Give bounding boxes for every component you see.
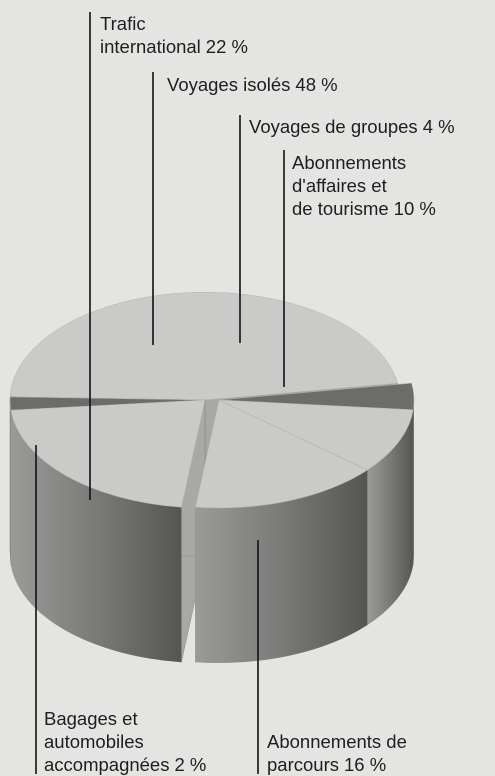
category: Trafic international <box>100 13 201 57</box>
value-label: 48 % <box>295 74 338 95</box>
value-label: 16 % <box>343 754 387 775</box>
slice-top <box>9 291 398 401</box>
slice-side <box>195 470 368 663</box>
slice-label: Voyages de groupes 4 % <box>249 115 455 138</box>
slice <box>10 399 206 663</box>
slice-top <box>195 399 368 509</box>
slice-side <box>367 409 414 626</box>
slice-label: Trafic international 22 % <box>100 12 248 58</box>
category: Bagages et automobiles accompagnées <box>44 708 170 775</box>
slice-label: Bagages et automobiles accompagnées 2 % <box>44 707 206 776</box>
slice-label: Abonnements de parcours 16 % <box>267 730 407 776</box>
slice-top <box>218 399 414 471</box>
category: Abonnements de parcours <box>267 731 407 775</box>
value-label: 2 % <box>174 754 207 775</box>
slice-top <box>10 399 206 508</box>
slice-label: Voyages isolés 48 % <box>167 73 338 96</box>
pie <box>9 291 415 663</box>
value-label: 22 % <box>205 36 248 57</box>
category: Voyages isolés <box>167 74 291 95</box>
slice-side <box>10 410 182 663</box>
category: Abonnements d'affaires et de tourisme <box>292 152 407 219</box>
category: Voyages de groupes <box>249 116 418 137</box>
slice-label: Abonnements d'affaires et de tourisme 10 … <box>292 151 436 220</box>
slice <box>195 399 368 663</box>
value-label: 10 % <box>393 198 436 219</box>
value-label: 4 % <box>422 116 455 137</box>
